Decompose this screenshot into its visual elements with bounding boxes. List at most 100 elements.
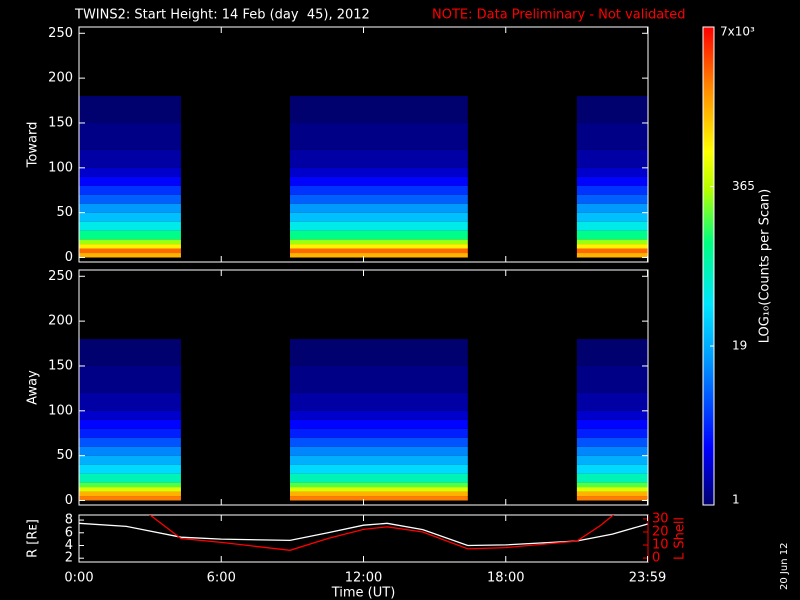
heat-cell — [290, 339, 468, 366]
heat-cell — [79, 491, 181, 497]
heat-cell — [79, 496, 181, 501]
heat-cell — [79, 392, 181, 411]
heat-cell — [79, 212, 181, 222]
y2-axis-label: L Shell — [673, 517, 688, 560]
heat-cell — [576, 122, 648, 150]
heat-cell — [576, 248, 648, 254]
heat-cell — [290, 176, 468, 186]
heat-cell — [576, 239, 648, 245]
heat-cell — [290, 221, 468, 231]
heat-cell — [79, 176, 181, 186]
heat-cell — [79, 244, 181, 249]
heat-cell — [576, 221, 648, 231]
y-tick-label: 200 — [48, 314, 73, 329]
chart-title: TWINS2: Start Height: 14 Feb (day 45), 2… — [74, 8, 370, 23]
x-tick-label: 23:59 — [629, 571, 666, 586]
heat-cell — [290, 239, 468, 245]
heat-cell — [290, 491, 468, 497]
heat-cell — [576, 244, 648, 249]
y-tick-label: 8 — [65, 513, 73, 528]
heat-cell — [290, 203, 468, 213]
heat-cell — [576, 203, 648, 213]
heat-cell — [576, 487, 648, 492]
heat-cell — [290, 464, 468, 474]
heat-cell — [576, 365, 648, 393]
heat-cell — [576, 446, 648, 456]
heat-cell — [290, 487, 468, 492]
heat-cell — [576, 473, 648, 483]
heat-cell — [576, 455, 648, 465]
heat-cell — [576, 185, 648, 195]
x-axis-label: Time (UT) — [331, 586, 396, 600]
y-axis-label: Away — [26, 370, 41, 405]
heat-cell — [290, 244, 468, 249]
heat-cell — [576, 419, 648, 429]
heat-cell — [576, 96, 648, 123]
heat-cell — [576, 392, 648, 411]
heat-cell — [79, 203, 181, 213]
y-tick-label: 0 — [65, 250, 73, 265]
heat-cell — [576, 428, 648, 438]
heat-cell — [79, 339, 181, 366]
heat-cell — [576, 464, 648, 474]
y-tick-label: 50 — [56, 448, 73, 463]
heat-cell — [576, 410, 648, 420]
heat-cell — [79, 455, 181, 465]
y-tick-label: 0 — [65, 493, 73, 508]
heat-cell — [290, 496, 468, 501]
heat-cell — [290, 482, 468, 488]
heat-cell — [79, 122, 181, 150]
heat-cell — [576, 339, 648, 366]
y-tick-label: 2 — [65, 551, 73, 566]
y-tick-label: 250 — [48, 26, 73, 41]
heat-cell — [79, 365, 181, 393]
heat-cell — [290, 419, 468, 429]
y-axis-label: R [Rᴇ] — [26, 519, 41, 558]
heat-cell — [576, 437, 648, 447]
y-tick-label: 4 — [65, 538, 73, 553]
heat-cell — [290, 253, 468, 258]
heat-cell — [290, 230, 468, 240]
plot-lines — [79, 515, 648, 551]
series-line — [149, 515, 615, 551]
heat-cell — [290, 96, 468, 123]
heat-cell — [290, 167, 468, 177]
y-tick-label: 150 — [48, 358, 73, 373]
heat-cell — [79, 410, 181, 420]
heat-cell — [79, 221, 181, 231]
heat-cell — [290, 122, 468, 150]
heat-cell — [290, 446, 468, 456]
heat-cell — [79, 419, 181, 429]
heat-cell — [290, 212, 468, 222]
heat-cell — [290, 428, 468, 438]
heat-cell — [79, 149, 181, 168]
heat-cell — [79, 194, 181, 204]
heat-cell — [79, 446, 181, 456]
y-tick-label: 250 — [48, 269, 73, 284]
y2-tick-label: 20 — [652, 524, 669, 539]
y2-tick-label: 30 — [652, 511, 669, 526]
heat-cell — [79, 248, 181, 254]
heat-cell — [576, 149, 648, 168]
y-tick-label: 200 — [48, 71, 73, 86]
heat-cell — [79, 473, 181, 483]
heat-cell — [79, 96, 181, 123]
y-tick-label: 100 — [48, 403, 73, 418]
y2-tick-label: 0 — [652, 551, 660, 566]
colorbar-tick-label: 7x10³ — [720, 25, 755, 39]
heat-cell — [576, 253, 648, 258]
heat-cell — [576, 212, 648, 222]
note: NOTE: Data Preliminary - Not validated — [432, 8, 686, 23]
heat-cell — [290, 365, 468, 393]
heat-cell — [576, 491, 648, 497]
y-tick-label: 150 — [48, 115, 73, 130]
heat-cell — [79, 239, 181, 245]
heat-cell — [290, 410, 468, 420]
heat-cell — [290, 392, 468, 411]
x-tick-label: 12:00 — [345, 571, 382, 586]
y-tick-label: 6 — [65, 525, 73, 540]
heat-cell — [79, 464, 181, 474]
heat-cell — [290, 185, 468, 195]
x-tick-label: 0:00 — [64, 571, 93, 586]
